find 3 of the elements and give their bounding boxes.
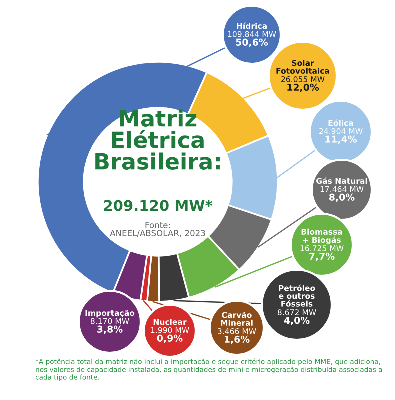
text: 209.120 MW*: [104, 200, 213, 212]
source-note: Fonte: ANEEL/ABSOLAR, 2023: [110, 222, 206, 238]
text: Matriz Elétrica Brasileira:: [96, 110, 220, 170]
